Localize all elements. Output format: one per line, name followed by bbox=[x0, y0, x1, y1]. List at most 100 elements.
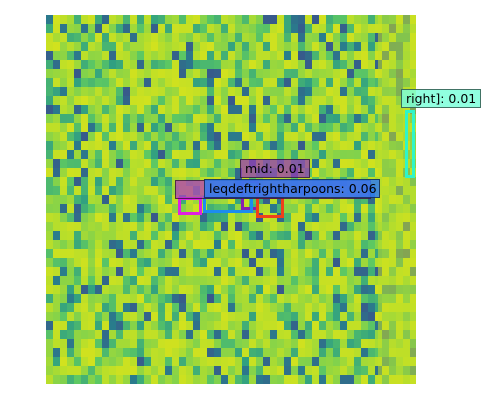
heatmap-cell bbox=[298, 78, 305, 87]
heatmap-cell bbox=[368, 123, 375, 140]
heatmap-cell bbox=[270, 195, 277, 206]
heatmap-cell bbox=[305, 132, 312, 146]
heatmap-cell bbox=[60, 195, 67, 210]
heatmap-cell bbox=[228, 60, 235, 69]
heatmap-cell bbox=[200, 114, 207, 123]
heatmap-cell bbox=[95, 312, 102, 326]
heatmap-cell bbox=[319, 249, 326, 262]
heatmap-cell bbox=[333, 69, 340, 78]
heatmap-cell bbox=[354, 258, 361, 275]
heatmap-cell bbox=[109, 312, 116, 328]
heatmap-cell bbox=[340, 42, 347, 55]
heatmap-cell bbox=[347, 168, 354, 184]
heatmap-cell bbox=[291, 258, 298, 269]
heatmap-cell bbox=[53, 330, 60, 345]
heatmap-cell bbox=[235, 375, 242, 384]
heatmap-cell bbox=[179, 258, 186, 271]
heatmap-cell bbox=[361, 204, 368, 221]
heatmap-cell bbox=[333, 87, 340, 96]
heatmap-cell bbox=[165, 222, 172, 237]
heatmap-cell bbox=[340, 330, 347, 340]
heatmap-cell bbox=[305, 357, 312, 366]
heatmap-cell bbox=[340, 285, 347, 298]
heatmap-cell bbox=[214, 96, 221, 105]
heatmap-cell bbox=[53, 51, 60, 62]
heatmap-cell bbox=[200, 87, 207, 96]
heatmap-cell bbox=[312, 60, 319, 74]
heatmap-cell bbox=[109, 87, 116, 101]
heatmap-cell bbox=[74, 132, 81, 145]
heatmap-cell bbox=[270, 330, 277, 343]
heatmap-cell bbox=[88, 240, 95, 253]
heatmap-cell bbox=[249, 51, 256, 66]
heatmap-cell bbox=[333, 222, 340, 233]
heatmap-cell bbox=[270, 285, 277, 295]
heatmap-cell bbox=[179, 51, 186, 63]
heatmap-cell bbox=[172, 69, 179, 81]
heatmap-cell bbox=[158, 105, 165, 114]
heatmap-cell bbox=[53, 87, 60, 97]
heatmap-cell bbox=[144, 141, 151, 151]
heatmap-cell bbox=[144, 231, 151, 244]
heatmap-cell bbox=[130, 177, 137, 192]
heatmap-cell bbox=[74, 204, 81, 217]
heatmap-cell bbox=[81, 312, 88, 321]
heatmap-cell bbox=[298, 339, 305, 349]
heatmap-cell bbox=[249, 312, 256, 327]
heatmap-cell bbox=[144, 195, 151, 212]
heatmap-cell bbox=[200, 321, 207, 335]
heatmap-cell bbox=[333, 375, 340, 384]
heatmap-cell bbox=[74, 348, 81, 360]
heatmap-cell bbox=[305, 69, 312, 85]
heatmap-cell bbox=[137, 96, 144, 110]
heatmap-cell bbox=[347, 60, 354, 71]
heatmap-cell bbox=[228, 69, 235, 86]
heatmap-cell bbox=[228, 312, 235, 329]
heatmap-cell bbox=[88, 177, 95, 189]
heatmap-cell bbox=[256, 150, 263, 167]
heatmap-cell bbox=[284, 78, 291, 90]
heatmap-cell bbox=[326, 168, 333, 177]
heatmap-cell bbox=[354, 303, 361, 315]
heatmap-cell bbox=[158, 213, 165, 227]
heatmap-cell bbox=[361, 33, 368, 46]
heatmap-cell bbox=[193, 294, 200, 309]
heatmap-cell bbox=[186, 339, 193, 351]
heatmap-cell bbox=[151, 357, 158, 373]
heatmap-cell bbox=[305, 366, 312, 377]
heatmap-cell bbox=[116, 276, 123, 290]
heatmap-cell bbox=[242, 375, 249, 384]
heatmap-cell bbox=[102, 141, 109, 153]
heatmap-cell bbox=[312, 222, 319, 234]
heatmap-cell bbox=[326, 222, 333, 232]
heatmap-cell bbox=[179, 105, 186, 114]
heatmap-cell bbox=[67, 339, 74, 348]
heatmap-cell bbox=[46, 123, 53, 132]
heatmap-cell bbox=[81, 240, 88, 249]
heatmap-cell bbox=[200, 168, 207, 185]
heatmap-cell bbox=[200, 60, 207, 77]
heatmap-cell bbox=[347, 78, 354, 92]
heatmap-cell bbox=[88, 78, 95, 87]
heatmap-cell bbox=[305, 222, 312, 233]
heatmap-cell bbox=[319, 60, 326, 70]
heatmap-cell bbox=[130, 105, 137, 116]
heatmap-cell bbox=[361, 114, 368, 126]
heatmap-cell bbox=[179, 159, 186, 172]
heatmap-cell bbox=[60, 240, 67, 254]
heatmap-cell bbox=[340, 69, 347, 85]
heatmap-cell bbox=[340, 114, 347, 130]
heatmap-cell bbox=[46, 312, 53, 327]
heatmap-cell bbox=[235, 285, 242, 297]
heatmap-cell bbox=[46, 42, 53, 55]
heatmap-cell bbox=[172, 33, 179, 49]
heatmap-cell bbox=[144, 375, 151, 384]
heatmap-cell bbox=[221, 240, 228, 250]
heatmap-cell bbox=[347, 204, 354, 215]
heatmap-cell bbox=[305, 195, 312, 207]
heatmap-cell bbox=[60, 303, 67, 318]
heatmap-cell bbox=[284, 105, 291, 115]
heatmap-cell bbox=[207, 303, 214, 314]
heatmap-cell bbox=[95, 33, 102, 49]
heatmap-cell bbox=[354, 105, 361, 114]
